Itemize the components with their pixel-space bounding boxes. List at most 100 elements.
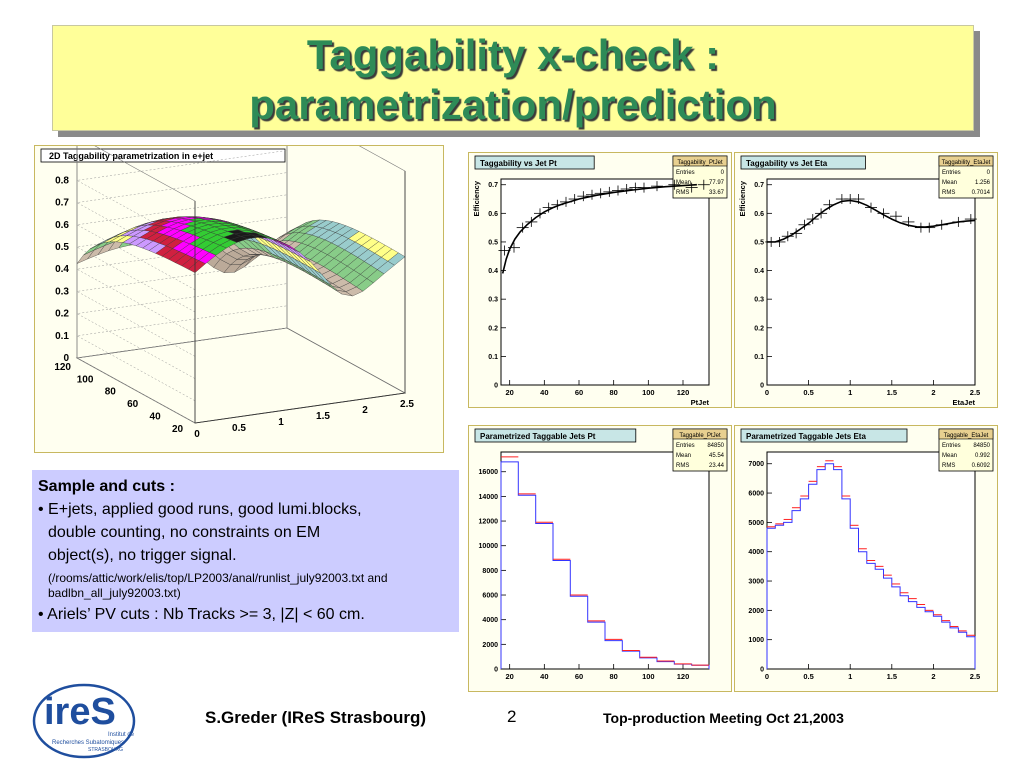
y-tick-label: 7000 bbox=[748, 461, 764, 468]
stats-value: 23.44 bbox=[709, 463, 725, 469]
stats-value: 33.67 bbox=[709, 190, 725, 196]
footer-meeting: Top-production Meeting Oct 21,2003 bbox=[603, 710, 844, 726]
sample-line-3: object(s), no trigger signal. bbox=[48, 547, 237, 565]
x-tick-label: 0.5 bbox=[803, 672, 813, 681]
y-tick-label: 0.5 bbox=[488, 239, 498, 246]
x-tick-label: 60 bbox=[575, 388, 583, 397]
sample-line-2: double counting, no constraints on EM bbox=[48, 524, 320, 542]
y-tick-label: 0.7 bbox=[754, 182, 764, 189]
z-tick-label: 0.4 bbox=[55, 264, 69, 275]
x-tick-label: 40 bbox=[540, 672, 548, 681]
ires-logo-graphic: ireS Institut de Recherches Subatomiques… bbox=[32, 676, 142, 766]
stats-label: RMS bbox=[676, 190, 689, 196]
z-gridline bbox=[77, 284, 287, 379]
y-tick-label: 14000 bbox=[479, 494, 499, 501]
y-tick-label: 60 bbox=[127, 399, 139, 410]
y-tick-label: 12000 bbox=[479, 519, 499, 526]
z-tick-label: 0.1 bbox=[55, 331, 69, 342]
stats-value: 45.54 bbox=[709, 453, 725, 459]
surface-front-edge bbox=[195, 171, 405, 423]
y-tick-label: 120 bbox=[54, 362, 71, 373]
x-tick-label: 20 bbox=[505, 388, 513, 397]
stats-title: Taggable_PtJet bbox=[679, 433, 721, 439]
z-tick-label: 0.8 bbox=[55, 175, 69, 186]
stats-value: 84850 bbox=[973, 443, 990, 449]
x-tick-label: 120 bbox=[677, 388, 690, 397]
y-tick-label: 4000 bbox=[748, 549, 764, 556]
x-tick-label: 2.5 bbox=[400, 399, 414, 410]
ires-logo: ireS Institut de Recherches Subatomiques… bbox=[32, 676, 142, 766]
y-tick-label: 20 bbox=[172, 424, 184, 435]
sample-line-1: • E+jets, applied good runs, good lumi.b… bbox=[38, 501, 362, 519]
sample-line-5: badlbn_all_july92003.txt) bbox=[48, 586, 181, 600]
surface-side-wall bbox=[77, 146, 195, 423]
stats-value: 1.256 bbox=[975, 180, 991, 186]
x-tick-label: 1 bbox=[848, 672, 852, 681]
stats-label: Entries bbox=[942, 170, 961, 176]
z-tick-label: 0.7 bbox=[55, 198, 69, 209]
y-axis-label: Efficiency bbox=[472, 180, 481, 216]
x-tick-label: 0.5 bbox=[232, 423, 246, 434]
x-axis-label: EtaJet bbox=[952, 398, 975, 407]
surface-mesh bbox=[77, 217, 405, 296]
stats-label: RMS bbox=[676, 463, 689, 469]
x-tick-label: 80 bbox=[609, 672, 617, 681]
stats-value: 77.97 bbox=[709, 180, 725, 186]
y-tick-label: 5000 bbox=[748, 520, 764, 527]
x-axis-label: PtJet bbox=[691, 398, 710, 407]
y-tick-label: 2000 bbox=[482, 642, 498, 649]
footer-page-number: 2 bbox=[507, 707, 516, 727]
y-tick-label: 4000 bbox=[482, 617, 498, 624]
y-tick-label: 3000 bbox=[748, 579, 764, 586]
x-tick-label: 60 bbox=[575, 672, 583, 681]
stats-label: Mean bbox=[942, 453, 957, 459]
y-tick-label: 80 bbox=[105, 387, 117, 398]
stats-label: Entries bbox=[676, 443, 695, 449]
y-tick-label: 0.5 bbox=[754, 239, 764, 246]
y-tick-label: 2000 bbox=[748, 608, 764, 615]
x-tick-label: 2 bbox=[931, 388, 935, 397]
y-tick-label: 0.3 bbox=[754, 297, 764, 304]
x-tick-label: 120 bbox=[677, 672, 690, 681]
y-tick-label: 0 bbox=[760, 667, 764, 674]
stats-title: Taggability_PtJet bbox=[677, 160, 723, 166]
x-tick-label: 1 bbox=[278, 417, 284, 428]
surface-title: 2D Taggability parametrization in e+jet bbox=[49, 151, 213, 161]
z-tick-label: 0.5 bbox=[55, 242, 69, 253]
stats-value: 0.992 bbox=[975, 453, 991, 459]
y-tick-label: 0.1 bbox=[754, 354, 764, 361]
z-tick-label: 0.2 bbox=[55, 309, 69, 320]
slide-title-line2: parametrization/prediction bbox=[53, 82, 973, 128]
stats-label: Mean bbox=[942, 180, 957, 186]
slide-title-line1: Taggability x-check : bbox=[53, 32, 973, 78]
y-tick-label: 0.3 bbox=[488, 297, 498, 304]
x-tick-label: 1 bbox=[848, 388, 852, 397]
stats-label: RMS bbox=[942, 190, 955, 196]
title-box: Taggability x-check : parametrization/pr… bbox=[52, 25, 974, 131]
x-tick-label: 100 bbox=[642, 388, 655, 397]
x-tick-label: 100 bbox=[642, 672, 655, 681]
x-tick-label: 2 bbox=[362, 405, 368, 416]
y-tick-label: 16000 bbox=[479, 469, 499, 476]
x-tick-label: 20 bbox=[505, 672, 513, 681]
plot-title: Parametrized Taggable Jets Pt bbox=[480, 432, 596, 441]
hist-pt-panel: Parametrized Taggable Jets Pt Taggable_Pt… bbox=[468, 425, 732, 692]
logo-sub3: STRASBOURG bbox=[88, 747, 123, 753]
x-tick-label: 2 bbox=[931, 672, 935, 681]
stats-label: Mean bbox=[676, 453, 691, 459]
sample-line-6: • Ariels’ PV cuts : Nb Tracks >= 3, |Z| … bbox=[38, 606, 365, 624]
footer-author: S.Greder (IReS Strasbourg) bbox=[205, 708, 426, 728]
y-tick-label: 100 bbox=[77, 374, 94, 385]
hist-pt-plot: Parametrized Taggable Jets Pt Taggable_Pt… bbox=[469, 426, 731, 691]
x-tick-label: 80 bbox=[609, 388, 617, 397]
stats-value: 84850 bbox=[707, 443, 724, 449]
z-gridline bbox=[77, 261, 287, 356]
y-tick-label: 0.6 bbox=[754, 211, 764, 218]
sample-heading: Sample and cuts : bbox=[38, 478, 175, 496]
y-tick-label: 0 bbox=[494, 383, 498, 390]
plot-frame bbox=[501, 179, 709, 385]
